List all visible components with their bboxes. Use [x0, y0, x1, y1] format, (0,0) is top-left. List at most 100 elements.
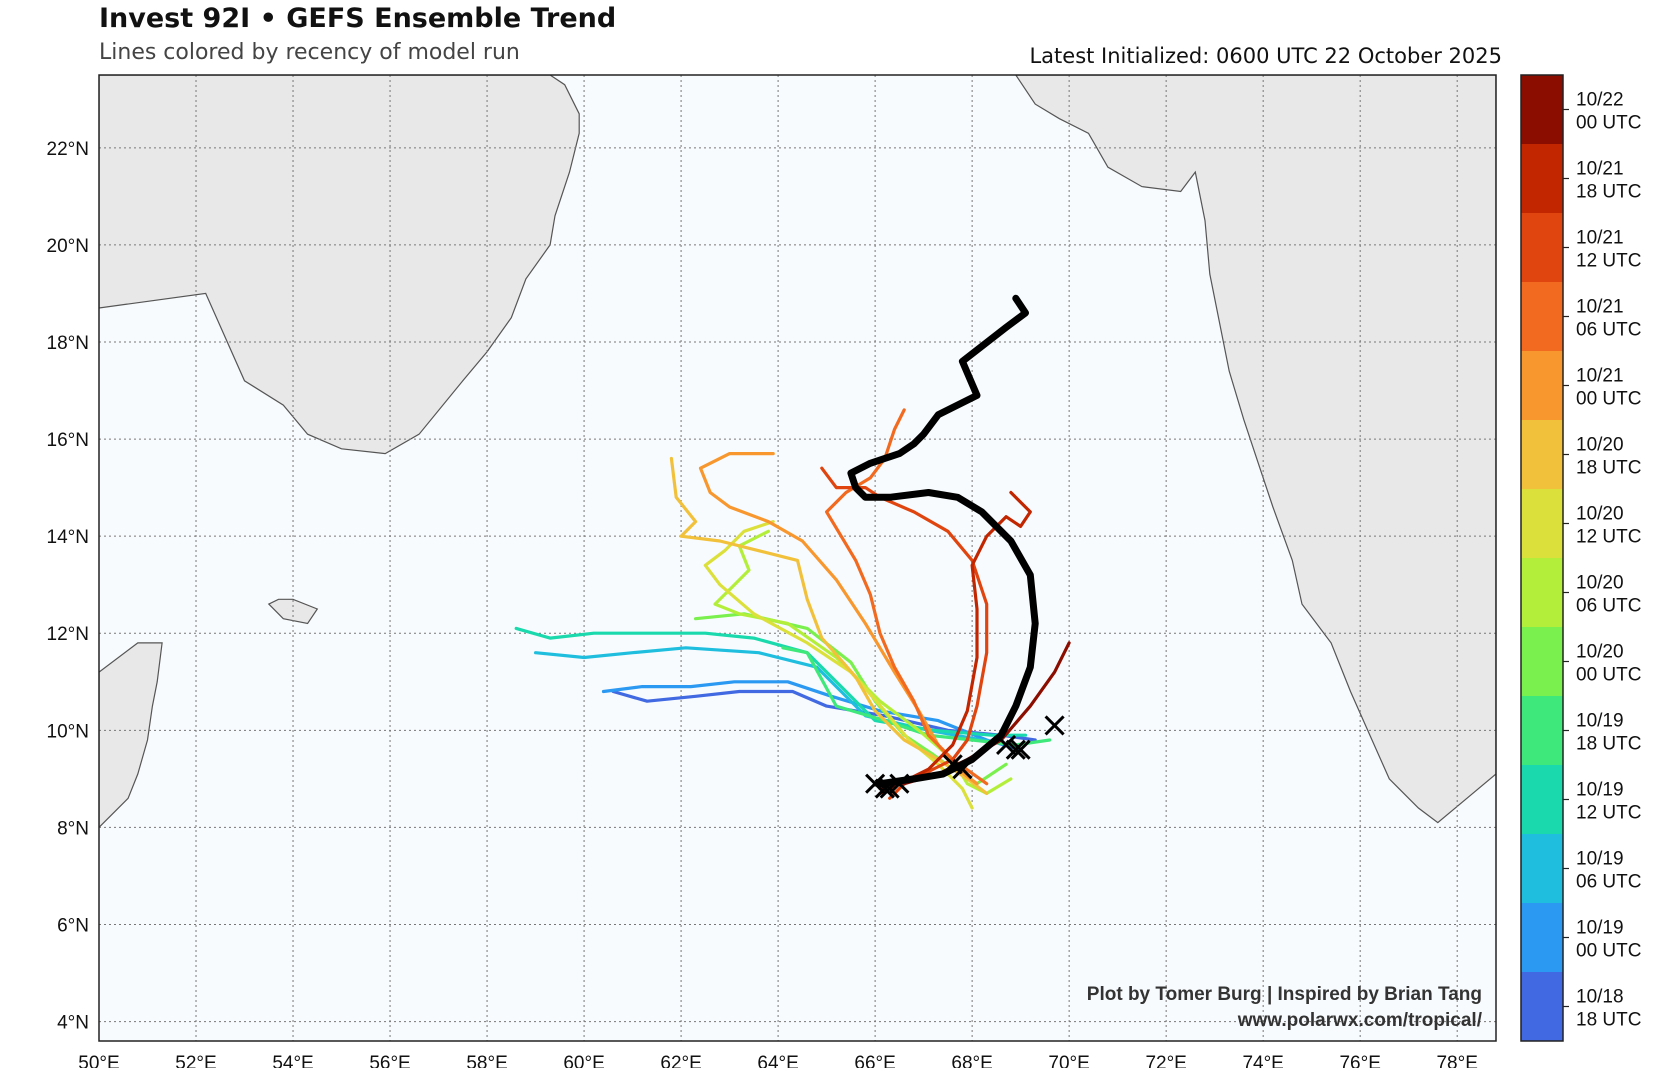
colorbar-swatch [1521, 765, 1563, 835]
colorbar-swatch [1521, 972, 1563, 1042]
lon-tick-label: 56°E [369, 1053, 410, 1068]
colorbar-time-label: 12 UTC [1576, 251, 1641, 272]
start-position-marker [1044, 715, 1065, 736]
colorbar-date-label: 10/18 [1576, 987, 1624, 1008]
colorbar-swatch [1521, 558, 1563, 628]
colorbar-swatch [1521, 213, 1563, 283]
credit-url: www.polarwx.com/tropical/ [1237, 1010, 1483, 1031]
colorbar-time-label: 00 UTC [1576, 665, 1641, 686]
colorbar-time-label: 00 UTC [1576, 113, 1641, 134]
colorbar-swatch [1521, 627, 1563, 697]
colorbar-date-label: 10/20 [1576, 573, 1624, 594]
lon-tick-label: 74°E [1242, 1053, 1283, 1068]
colorbar-date-label: 10/19 [1576, 849, 1624, 870]
colorbar-frame [1520, 74, 1564, 1042]
ensemble-track [601, 680, 1023, 752]
lat-tick-label: 16°N [47, 430, 89, 451]
lat-tick-label: 10°N [47, 721, 89, 742]
latest-run-track [847, 294, 1039, 788]
graticule [99, 75, 1496, 1041]
colorbar-date-label: 10/22 [1576, 90, 1624, 111]
ensemble-track [824, 408, 989, 786]
colorbar-swatch [1521, 903, 1563, 973]
map-frame [98, 74, 1497, 1042]
colorbar-time-label: 18 UTC [1576, 458, 1641, 479]
ensemble-track [820, 466, 989, 800]
colorbar-date-label: 10/21 [1576, 297, 1624, 318]
colorbar-date-label: 10/19 [1576, 780, 1624, 801]
map-subtitle: Lines colored by recency of model run [99, 40, 520, 65]
colorbar-swatch [1521, 75, 1563, 145]
start-position-marker [889, 773, 910, 794]
lat-tick-label: 20°N [47, 236, 89, 257]
map-axes: 50°E 52°E 54°E 56°E 58°E 60°E 62°E 64°E 66°E 68°E… [47, 139, 1478, 1068]
start-position-marker [996, 734, 1017, 755]
colorbar-time-label: 18 UTC [1576, 734, 1641, 755]
start-position-marker [1005, 739, 1026, 760]
colorbar-swatch [1521, 696, 1563, 766]
lat-tick-label: 22°N [47, 139, 89, 160]
colorbar-date-label: 10/20 [1576, 504, 1624, 525]
lon-tick-label: 62°E [660, 1053, 701, 1068]
colorbar-date-label: 10/20 [1576, 435, 1624, 456]
ensemble-track [878, 490, 1032, 796]
lat-tick-label: 12°N [47, 624, 89, 645]
start-position-marker [865, 773, 886, 794]
lat-tick-label: 4°N [57, 1013, 89, 1034]
lon-tick-label: 52°E [175, 1053, 216, 1068]
colorbar-date-label: 10/21 [1576, 366, 1624, 387]
land-somalia [99, 642, 163, 829]
start-position-marker [874, 778, 895, 799]
colorbar-date-label: 10/19 [1576, 711, 1624, 732]
colorbar-swatch [1521, 489, 1563, 559]
colorbar-swatch [1521, 420, 1563, 490]
start-position-marker [879, 778, 900, 799]
colorbar-date-label: 10/20 [1576, 642, 1624, 663]
start-markers [865, 715, 1065, 799]
colorbar-time-label: 06 UTC [1576, 596, 1641, 617]
colorbar-time-label: 06 UTC [1576, 320, 1641, 341]
start-position-marker [1010, 739, 1031, 760]
lon-tick-label: 78°E [1436, 1053, 1477, 1068]
start-position-marker [942, 754, 963, 775]
land-india [1015, 75, 1496, 824]
map-title: Invest 92I • GEFS Ensemble Trend [99, 3, 617, 34]
colorbar-swatch [1521, 834, 1563, 904]
lat-tick-label: 8°N [57, 818, 89, 839]
ensemble-track [698, 452, 979, 786]
colorbar-time-label: 12 UTC [1576, 527, 1641, 548]
ensemble-track [514, 626, 1028, 737]
credit-line: Plot by Tomer Burg | Inspired by Brian T… [1087, 984, 1482, 1005]
ensemble-track [703, 519, 974, 810]
lon-tick-label: 54°E [272, 1053, 313, 1068]
lat-tick-label: 6°N [57, 915, 89, 936]
ensemble-tracks [514, 294, 1071, 810]
colorbar-swatch [1521, 144, 1563, 214]
colorbar-time-label: 18 UTC [1576, 182, 1641, 203]
colorbar-time-label: 00 UTC [1576, 941, 1641, 962]
lon-tick-label: 72°E [1145, 1053, 1186, 1068]
colorbar-time-label: 18 UTC [1576, 1010, 1641, 1031]
start-position-marker [952, 759, 973, 780]
lat-tick-label: 14°N [47, 527, 89, 548]
lon-tick-label: 60°E [563, 1053, 604, 1068]
ensemble-track [669, 456, 989, 796]
ensemble-track [713, 529, 1013, 796]
lon-tick-label: 70°E [1048, 1053, 1089, 1068]
lon-tick-label: 76°E [1339, 1053, 1380, 1068]
colorbar-date-label: 10/21 [1576, 159, 1624, 180]
colorbar-time-label: 00 UTC [1576, 389, 1641, 410]
colorbar-time-label: 12 UTC [1576, 803, 1641, 824]
lon-tick-label: 64°E [757, 1053, 798, 1068]
lon-tick-label: 68°E [951, 1053, 992, 1068]
colorbar-date-label: 10/19 [1576, 918, 1624, 939]
lon-tick-label: 58°E [466, 1053, 507, 1068]
lat-tick-label: 18°N [47, 333, 89, 354]
lon-tick-label: 50°E [78, 1053, 119, 1068]
colorbar-swatch [1521, 351, 1563, 421]
latest-initialized-label: Latest Initialized: 0600 UTC 22 October … [1029, 44, 1502, 68]
lon-tick-label: 66°E [854, 1053, 895, 1068]
colorbar-date-label: 10/21 [1576, 228, 1624, 249]
